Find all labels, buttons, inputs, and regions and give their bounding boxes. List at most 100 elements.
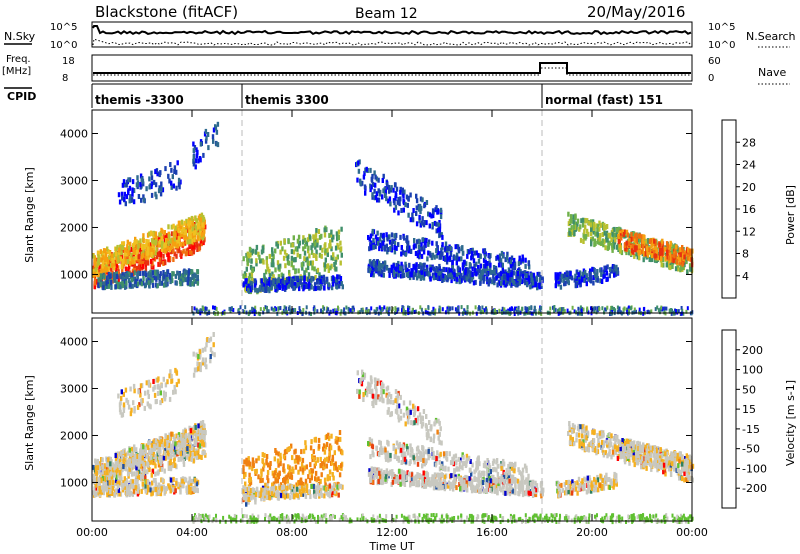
ground-scatter-cell xyxy=(329,309,332,314)
echo-cell xyxy=(147,440,150,446)
echo-cell xyxy=(556,274,559,280)
echo-cell xyxy=(128,198,131,204)
echo-cell xyxy=(489,262,492,268)
echo-cell xyxy=(181,445,184,451)
echo-cell xyxy=(158,445,162,450)
echo-cell xyxy=(195,481,199,487)
echo-cell xyxy=(169,477,173,483)
echo-cell xyxy=(176,434,180,440)
echo-cell xyxy=(421,237,424,243)
echo-cell xyxy=(314,238,318,244)
echo-cell xyxy=(125,485,129,491)
echo-cell xyxy=(137,264,141,270)
echo-cell xyxy=(135,182,139,188)
echo-cell xyxy=(398,265,402,271)
ground-scatter-cell xyxy=(202,306,205,311)
echo-cell xyxy=(579,275,582,281)
echo-cell xyxy=(400,266,403,272)
echo-cell xyxy=(249,273,252,279)
echo-cell xyxy=(377,265,381,271)
echo-cell xyxy=(196,247,199,252)
echo-cell xyxy=(511,265,514,271)
echo-cell xyxy=(212,138,215,144)
echo-cell xyxy=(187,219,190,225)
ground-scatter-cell xyxy=(509,307,511,312)
echo-cell xyxy=(323,266,327,272)
echo-cell xyxy=(171,487,175,493)
echo-cell xyxy=(135,447,138,453)
echo-cell xyxy=(157,235,161,241)
ground-scatter-cell xyxy=(642,311,645,316)
ground-scatter-cell xyxy=(414,309,417,314)
echo-cell xyxy=(666,254,669,260)
ground-scatter-cell xyxy=(438,308,441,313)
echo-cell xyxy=(177,230,180,236)
echo-cell xyxy=(434,272,438,278)
echo-cell xyxy=(504,282,507,288)
echo-cell xyxy=(169,245,172,251)
echo-cell xyxy=(313,282,317,288)
echo-cell xyxy=(115,465,119,471)
echo-cell xyxy=(576,218,580,224)
echo-cell xyxy=(155,491,158,497)
echo-cell xyxy=(279,240,282,246)
echo-cell xyxy=(130,257,133,263)
ground-scatter-cell xyxy=(301,312,304,316)
echo-cell xyxy=(687,255,690,261)
echo-cell xyxy=(103,476,106,481)
ground-scatter-cell xyxy=(332,308,335,313)
echo-cell xyxy=(463,259,466,265)
echo-cell xyxy=(186,446,189,452)
echo-cell xyxy=(258,254,261,260)
echo-cell xyxy=(100,457,103,462)
echo-cell xyxy=(334,266,337,272)
echo-cell xyxy=(520,279,524,285)
echo-cell xyxy=(163,488,166,494)
echo-cell xyxy=(181,478,184,484)
echo-cell xyxy=(454,244,457,250)
echo-cell xyxy=(94,482,98,488)
ground-scatter-cell xyxy=(466,305,469,310)
echo-cell xyxy=(500,275,504,281)
echo-cell xyxy=(101,469,104,475)
echo-cell xyxy=(303,270,306,276)
echo-cell xyxy=(270,280,273,286)
echo-cell xyxy=(191,226,194,232)
echo-cell xyxy=(605,233,608,239)
echo-cell xyxy=(156,274,160,280)
echo-cell xyxy=(203,429,206,435)
ground-scatter-cell xyxy=(349,308,352,313)
echo-cell xyxy=(144,282,147,288)
echo-cell xyxy=(480,269,483,275)
echo-cell xyxy=(512,270,515,276)
echo-cell xyxy=(418,206,421,212)
ground-scatter-cell xyxy=(265,306,268,311)
echo-cell xyxy=(281,246,284,252)
echo-cell xyxy=(371,228,374,234)
echo-cell xyxy=(324,248,327,254)
echo-cell xyxy=(299,253,302,259)
ground-scatter-cell xyxy=(339,311,342,316)
echo-cell xyxy=(164,448,167,453)
ground-scatter-cell xyxy=(658,310,661,315)
echo-cell xyxy=(521,271,524,277)
echo-cell xyxy=(633,237,637,243)
echo-cell xyxy=(465,276,468,282)
echo-cell xyxy=(127,177,130,183)
echo-cell xyxy=(119,244,122,250)
ground-scatter-cell xyxy=(635,309,637,314)
echo-cell xyxy=(177,432,181,438)
echo-cell xyxy=(162,261,165,266)
echo-cell xyxy=(171,241,175,246)
echo-cell xyxy=(279,249,282,255)
echo-cell xyxy=(191,244,194,250)
echo-cell xyxy=(276,260,280,266)
echo-cell xyxy=(103,486,107,492)
echo-cell xyxy=(97,282,100,288)
echo-cell xyxy=(636,254,639,260)
ground-scatter-cell xyxy=(458,311,461,316)
ground-scatter-cell xyxy=(451,306,454,311)
echo-cell xyxy=(406,202,409,208)
echo-cell xyxy=(105,487,108,493)
